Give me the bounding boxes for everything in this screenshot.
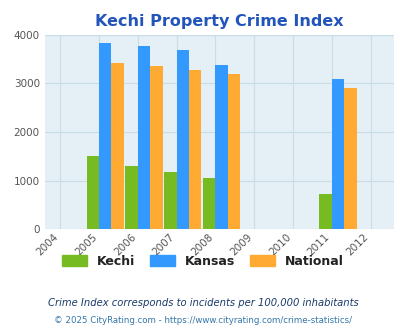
Bar	[176, 50, 188, 229]
Bar	[215, 65, 227, 229]
Title: Kechi Property Crime Index: Kechi Property Crime Index	[95, 14, 343, 29]
Legend: Kechi, Kansas, National: Kechi, Kansas, National	[57, 249, 348, 273]
Bar	[331, 79, 343, 229]
Bar	[137, 46, 150, 229]
Bar	[164, 172, 176, 229]
Bar	[319, 194, 331, 229]
Bar	[111, 63, 124, 229]
Bar	[343, 88, 356, 229]
Bar	[188, 70, 201, 229]
Bar	[86, 156, 99, 229]
Bar	[202, 178, 215, 229]
Bar	[99, 44, 111, 229]
Bar	[150, 66, 162, 229]
Text: Crime Index corresponds to incidents per 100,000 inhabitants: Crime Index corresponds to incidents per…	[47, 298, 358, 308]
Bar	[125, 166, 137, 229]
Text: © 2025 CityRating.com - https://www.cityrating.com/crime-statistics/: © 2025 CityRating.com - https://www.city…	[54, 316, 351, 325]
Bar	[227, 74, 240, 229]
